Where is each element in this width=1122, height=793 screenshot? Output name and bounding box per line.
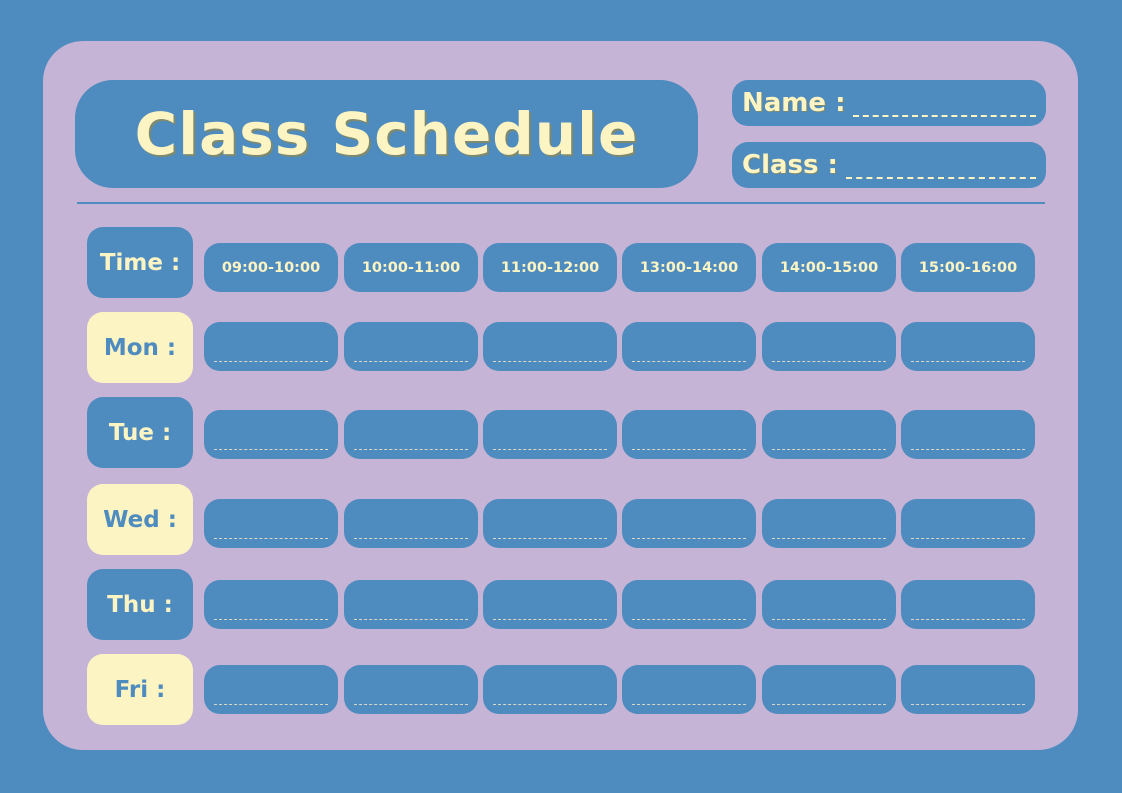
divider xyxy=(77,202,1045,204)
name-field[interactable]: Name : xyxy=(732,80,1046,126)
schedule-cell[interactable] xyxy=(344,665,478,714)
class-field[interactable]: Class : xyxy=(732,142,1046,188)
cell-input-line xyxy=(772,538,886,539)
schedule-cell[interactable] xyxy=(622,410,756,459)
schedule-cell[interactable] xyxy=(483,499,617,548)
time-label: Time : xyxy=(87,227,193,298)
schedule-cell[interactable] xyxy=(344,499,478,548)
schedule-cell[interactable] xyxy=(622,665,756,714)
cell-input-line xyxy=(632,361,746,362)
schedule-cell[interactable] xyxy=(762,499,896,548)
day-label: Thu : xyxy=(87,569,193,640)
cell-input-line xyxy=(493,619,607,620)
schedule-cell[interactable] xyxy=(901,665,1035,714)
schedule-cell[interactable] xyxy=(901,322,1035,371)
schedule-cell[interactable] xyxy=(483,322,617,371)
schedule-cell[interactable] xyxy=(901,410,1035,459)
page-title: Class Schedule xyxy=(75,80,698,188)
cell-input-line xyxy=(354,449,468,450)
cell-input-line xyxy=(632,449,746,450)
schedule-cell[interactable] xyxy=(622,322,756,371)
cell-input-line xyxy=(632,619,746,620)
name-label: Name : xyxy=(742,88,846,118)
cell-input-line xyxy=(214,449,328,450)
class-label: Class : xyxy=(742,150,838,180)
cell-input-line xyxy=(354,619,468,620)
class-input-line[interactable] xyxy=(845,151,1036,179)
cell-input-line xyxy=(214,704,328,705)
schedule-cell[interactable] xyxy=(622,499,756,548)
schedule-cell[interactable] xyxy=(762,322,896,371)
cell-input-line xyxy=(632,538,746,539)
schedule-cell[interactable] xyxy=(762,580,896,629)
day-label: Tue : xyxy=(87,397,193,468)
schedule-cell[interactable] xyxy=(344,322,478,371)
cell-input-line xyxy=(214,619,328,620)
day-label: Fri : xyxy=(87,654,193,725)
cell-input-line xyxy=(493,704,607,705)
schedule-cell[interactable] xyxy=(622,580,756,629)
cell-input-line xyxy=(772,704,886,705)
schedule-cell[interactable] xyxy=(901,580,1035,629)
schedule-cell[interactable] xyxy=(204,499,338,548)
time-slot: 15:00-16:00 xyxy=(901,243,1035,292)
cell-input-line xyxy=(911,619,1025,620)
name-input-line[interactable] xyxy=(853,89,1036,117)
schedule-cell[interactable] xyxy=(901,499,1035,548)
cell-input-line xyxy=(493,361,607,362)
cell-input-line xyxy=(354,538,468,539)
schedule-cell[interactable] xyxy=(344,410,478,459)
time-slot: 14:00-15:00 xyxy=(762,243,896,292)
cell-input-line xyxy=(772,361,886,362)
schedule-cell[interactable] xyxy=(204,322,338,371)
cell-input-line xyxy=(354,704,468,705)
schedule-cell[interactable] xyxy=(762,410,896,459)
schedule-cell[interactable] xyxy=(204,580,338,629)
day-label: Mon : xyxy=(87,312,193,383)
time-slot: 13:00-14:00 xyxy=(622,243,756,292)
schedule-cell[interactable] xyxy=(483,665,617,714)
schedule-cell[interactable] xyxy=(204,410,338,459)
cell-input-line xyxy=(632,704,746,705)
day-label: Wed : xyxy=(87,484,193,555)
cell-input-line xyxy=(493,449,607,450)
schedule-cell[interactable] xyxy=(204,665,338,714)
cell-input-line xyxy=(772,449,886,450)
schedule-cell[interactable] xyxy=(483,410,617,459)
schedule-cell[interactable] xyxy=(762,665,896,714)
time-slot: 10:00-11:00 xyxy=(344,243,478,292)
cell-input-line xyxy=(493,538,607,539)
schedule-cell[interactable] xyxy=(483,580,617,629)
cell-input-line xyxy=(354,361,468,362)
cell-input-line xyxy=(911,704,1025,705)
cell-input-line xyxy=(911,538,1025,539)
time-slot: 09:00-10:00 xyxy=(204,243,338,292)
cell-input-line xyxy=(911,361,1025,362)
cell-input-line xyxy=(911,449,1025,450)
schedule-cell[interactable] xyxy=(344,580,478,629)
cell-input-line xyxy=(214,538,328,539)
cell-input-line xyxy=(772,619,886,620)
cell-input-line xyxy=(214,361,328,362)
time-slot: 11:00-12:00 xyxy=(483,243,617,292)
